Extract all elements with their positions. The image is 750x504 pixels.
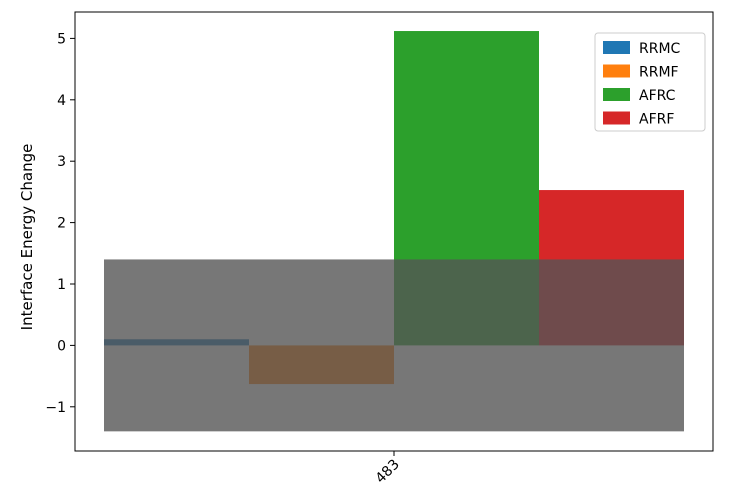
legend-label-rrmf: RRMF: [639, 65, 679, 81]
legend-swatch-afrc: [603, 88, 630, 101]
legend-swatch-rrmf: [603, 64, 630, 78]
legend-label-afrf: AFRF: [639, 112, 674, 128]
y-tick-label: 1: [57, 277, 66, 293]
y-tick-label: 0: [57, 338, 66, 354]
legend-box: [594, 32, 706, 132]
legend: RRMC RRMF AFRC AFRF: [594, 32, 706, 132]
y-tick-label: 2: [57, 216, 66, 232]
x-axis: 483: [373, 451, 403, 487]
y-axis-label: Interface Energy Change: [18, 144, 36, 331]
legend-swatch-rrmc: [603, 41, 630, 54]
legend-label-afrc: AFRC: [639, 88, 676, 104]
x-tick-label: 483: [373, 457, 403, 487]
y-tick-label: 4: [57, 93, 66, 109]
legend-label-rrmc: RRMC: [639, 41, 681, 57]
y-tick-label: 3: [57, 154, 66, 170]
legend-swatch-afrf: [603, 111, 630, 125]
shaded-band: [104, 259, 684, 432]
y-tick-label: −1: [45, 400, 66, 416]
y-axis: −1 0 1 2 3 4 5: [45, 31, 75, 416]
y-tick-label: 5: [57, 31, 66, 47]
